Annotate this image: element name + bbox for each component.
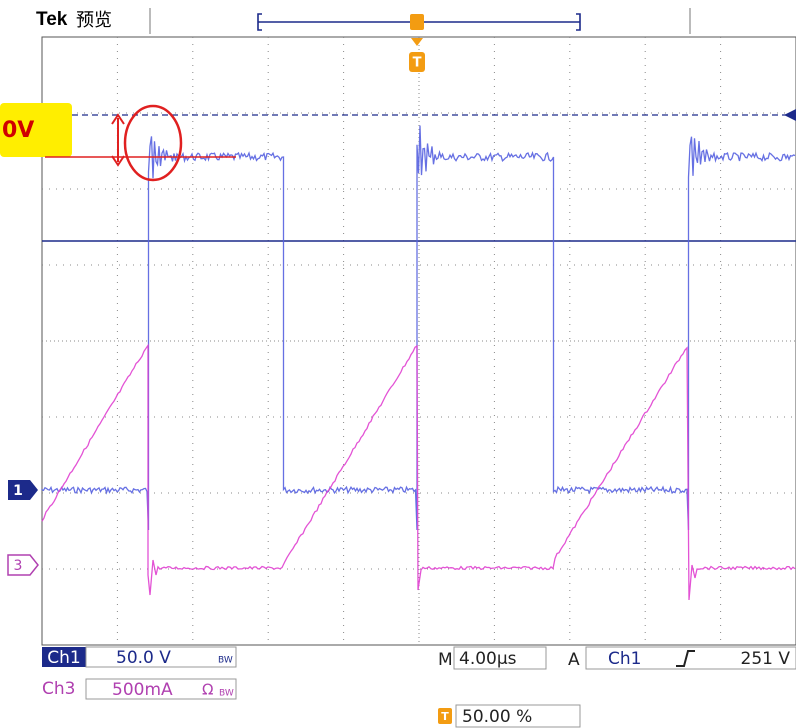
ch3-coupling: Ω (202, 681, 213, 699)
timebase-value: 4.00µs (459, 649, 517, 669)
trigger-level: 251 V (741, 649, 791, 669)
ch1-marker-label: 1 (13, 483, 23, 499)
trigger-marker-label: T (413, 56, 422, 71)
mode: 预览 (76, 10, 112, 31)
position-marker: T (441, 710, 449, 723)
annotation-label: 0V (2, 118, 34, 143)
trigger-source: Ch1 (608, 649, 641, 669)
ch3-bw: BW (219, 689, 234, 699)
brand: Tek (36, 9, 68, 30)
timebase-prefix: M (438, 650, 453, 670)
ch1-scale: 50.0 V (116, 648, 171, 668)
scope-screen: Tek 预览 T 1 3 0V Ch1 50.0 V BW Ch3 500mA … (0, 0, 796, 728)
ch1-bw: BW (218, 656, 233, 666)
ch3-scale: 500mA (112, 680, 173, 700)
ch3-name: Ch3 (42, 679, 75, 699)
ch3-marker-label: 3 (14, 558, 23, 574)
trigger-prefix: A (568, 650, 580, 670)
record-trigger-icon (410, 14, 424, 30)
position-value: 50.00 % (462, 707, 532, 727)
ch1-name: Ch1 (47, 648, 80, 668)
